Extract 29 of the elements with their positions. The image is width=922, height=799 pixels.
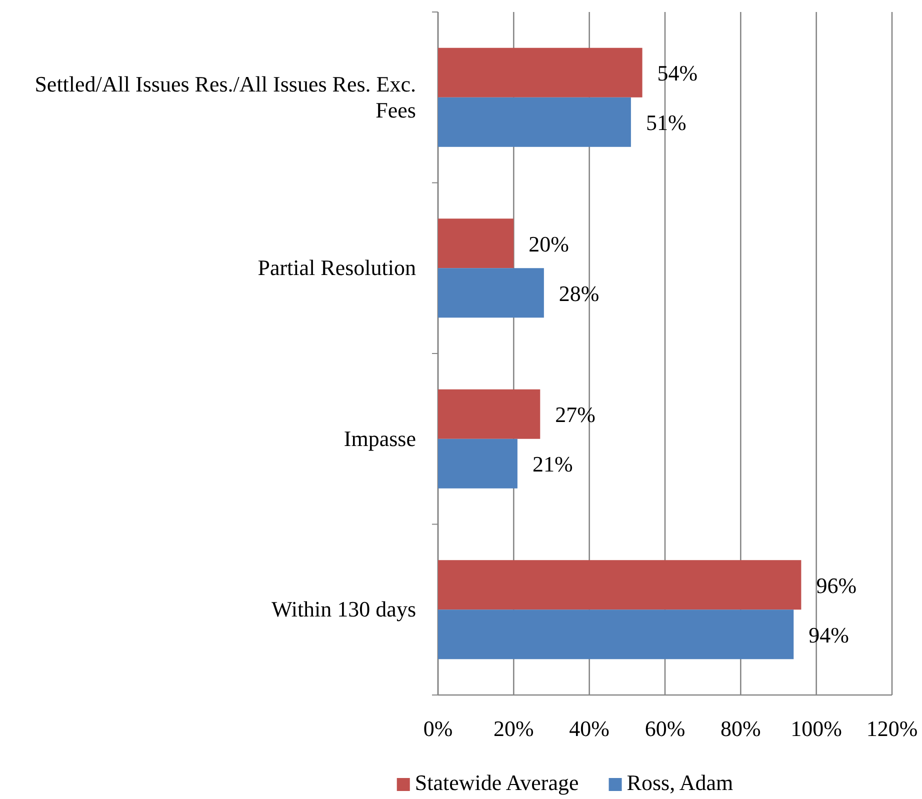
bar — [438, 268, 544, 318]
legend-label: Statewide Average — [414, 770, 579, 795]
y-tick-label: Settled/All Issues Res./All Issues Res. Exc. Fees — [34, 71, 416, 122]
data-label: 96% — [816, 572, 857, 598]
data-label: 28% — [558, 280, 600, 306]
bar — [438, 218, 514, 268]
x-tick-label: 0% — [423, 716, 453, 741]
x-tick-label: 20% — [494, 716, 534, 741]
bar — [438, 438, 518, 488]
x-tick-label: 120% — [866, 716, 918, 741]
x-tick-label: 80% — [720, 716, 761, 741]
x-tick-label: 40% — [569, 716, 610, 741]
bar — [438, 97, 631, 147]
data-label: 54% — [657, 60, 698, 86]
y-tick-label: Impasse — [344, 426, 416, 451]
data-label: 51% — [646, 110, 686, 136]
x-tick-label: 100% — [790, 716, 842, 741]
data-label: 21% — [532, 452, 573, 477]
bar — [438, 48, 642, 98]
data-label: 27% — [555, 402, 596, 428]
bar — [438, 389, 540, 439]
y-tick-label: Partial Resolution — [258, 255, 416, 280]
x-tick-label: 60% — [644, 716, 686, 741]
legend-label: Ross, Adam — [626, 770, 734, 795]
y-tick-label: Within 130 days — [271, 596, 416, 622]
data-label: 94% — [808, 622, 849, 648]
data-label: 20% — [528, 231, 569, 256]
bar — [438, 610, 794, 660]
bar — [438, 560, 802, 610]
